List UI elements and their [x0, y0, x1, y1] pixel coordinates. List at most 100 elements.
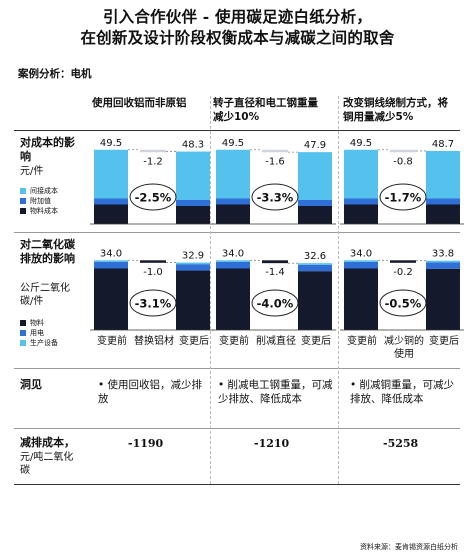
column-header-2: 转子直径和电工钢重量减少10% [213, 97, 318, 123]
change-ellipse [379, 289, 427, 317]
change-ellipse [129, 183, 177, 211]
bar-segment [216, 268, 250, 330]
legend-item-material: 物料成本 [20, 206, 58, 216]
column-header-3: 改变铜线绕制方式，将铜用量减少5% [343, 97, 448, 123]
bar-segment [344, 268, 378, 330]
x-label: 替换铝材 [134, 336, 174, 347]
bar-segment [426, 262, 460, 269]
bar-segment [344, 149, 378, 199]
bar-segment [426, 268, 460, 330]
bar-segment [176, 151, 210, 200]
bar-segment [426, 198, 460, 205]
row-unit-emission: 公斤二氧化碳/件 [20, 283, 70, 307]
legend-text: 生产设备 [30, 339, 58, 347]
abatement-cost-2: -1210 [254, 437, 290, 450]
row-unit-cost: 元/件 [20, 166, 44, 177]
charts-svg: 49.5 48.3 -1.2 -2.5% 49.5 47.9 -1.6 -3.3% 49.5 48… [90, 138, 464, 331]
bar-segment [426, 260, 460, 263]
bar-segment [298, 152, 332, 200]
delta-bar [390, 149, 416, 153]
change-ellipse [129, 289, 177, 317]
delta-label: -1.4 [265, 267, 285, 278]
change-label: -2.5% [135, 191, 172, 205]
bar-segment [94, 268, 128, 330]
data-label: 49.5 [100, 138, 122, 149]
column-divider-2 [338, 96, 339, 484]
delta-bar [140, 260, 166, 263]
data-label: 49.5 [350, 138, 372, 149]
divider-bottom [14, 484, 460, 485]
abatement-cost-3: -5258 [383, 437, 419, 450]
delta-label: -1.0 [143, 267, 163, 278]
x-label: 变更后 [429, 336, 459, 347]
legend-text: 物料 [30, 319, 44, 327]
divider-cost [14, 232, 460, 233]
legend-swatch-mid [20, 330, 26, 336]
delta-bar [262, 260, 288, 264]
change-ellipse [379, 183, 427, 211]
data-label: 33.8 [432, 249, 454, 260]
data-label: 47.9 [304, 140, 326, 151]
row-label-abatement: 减排成本， [20, 436, 75, 449]
bar-segment [216, 260, 250, 262]
change-ellipse [251, 289, 299, 317]
data-label: 34.0 [100, 248, 122, 259]
legend-text: 附加值 [30, 197, 51, 205]
bar-segment [298, 264, 332, 272]
legend-emission: 物料 用电 生产设备 [20, 318, 58, 348]
bar-segment [344, 198, 378, 205]
row-unit-abatement: 元/吨二氧化碳 [20, 452, 74, 476]
insight-1: • 使用回收铝，减少排放 [98, 379, 203, 405]
row-label-insight: 洞见 [20, 378, 42, 391]
source-note: 资料来源：麦肯锡资源白纸分析 [360, 543, 458, 551]
abatement-cost-1: -1190 [128, 437, 164, 450]
change-ellipse [251, 183, 299, 211]
change-label: -3.1% [135, 297, 172, 311]
divider-emission [14, 368, 460, 369]
bar-segment [176, 264, 210, 271]
bar-segment [426, 204, 460, 224]
title-line-1: 引入合作伙伴 - 使用碳足迹白纸分析， [102, 7, 373, 26]
row-label-cost: 对成本的影响 [20, 136, 75, 163]
x-label: 变更后 [301, 336, 331, 347]
bar-segment [298, 271, 332, 330]
change-label: -0.5% [385, 297, 422, 311]
column-divider-1 [210, 96, 211, 484]
insight-3: • 削减铜重量，可减少排放、降低成本 [350, 379, 455, 405]
bar-segment [94, 149, 128, 199]
bar-segment [216, 198, 250, 205]
delta-bar [140, 149, 166, 153]
data-label: 32.9 [182, 251, 204, 262]
legend-swatch-light [20, 188, 26, 194]
legend-text: 物料成本 [30, 207, 58, 215]
column-header-1: 使用回收铝而非原铝 [92, 97, 187, 109]
bar-segment [94, 260, 128, 262]
legend-cost: 间接成本 附加值 物料成本 [20, 186, 58, 216]
bar-segment [216, 149, 250, 199]
x-label: 变更前 [219, 336, 249, 347]
bar-segment [344, 260, 378, 262]
row-label-emission: 对二氧化碳排放的影响 [20, 238, 75, 265]
delta-label: -0.8 [393, 156, 413, 167]
x-label: 减少铜的使用 [384, 336, 424, 360]
bar-segment [176, 200, 210, 206]
title-line-2: 在创新及设计阶段权衡成本与减碳之间的取舍 [80, 28, 395, 47]
change-label: -4.0% [257, 297, 294, 311]
legend-item-value-added: 附加值 [20, 196, 58, 206]
legend-swatch-light [20, 340, 26, 346]
bar-segment [298, 200, 332, 206]
legend-swatch-mid [20, 198, 26, 204]
x-label: 削减直径 [256, 336, 296, 347]
data-label: 49.5 [222, 138, 244, 149]
legend-item-electricity: 用电 [20, 328, 58, 338]
divider-insight [14, 428, 460, 429]
bar-segment [94, 198, 128, 205]
legend-item-indirect: 间接成本 [20, 186, 58, 196]
x-label: 变更前 [97, 336, 127, 347]
legend-item-equipment: 生产设备 [20, 338, 58, 348]
bar-segment [344, 261, 378, 269]
legend-swatch-dark [20, 320, 26, 326]
legend-item-materials: 物料 [20, 318, 58, 328]
data-label: 34.0 [222, 248, 244, 259]
bar-segment [298, 206, 332, 224]
